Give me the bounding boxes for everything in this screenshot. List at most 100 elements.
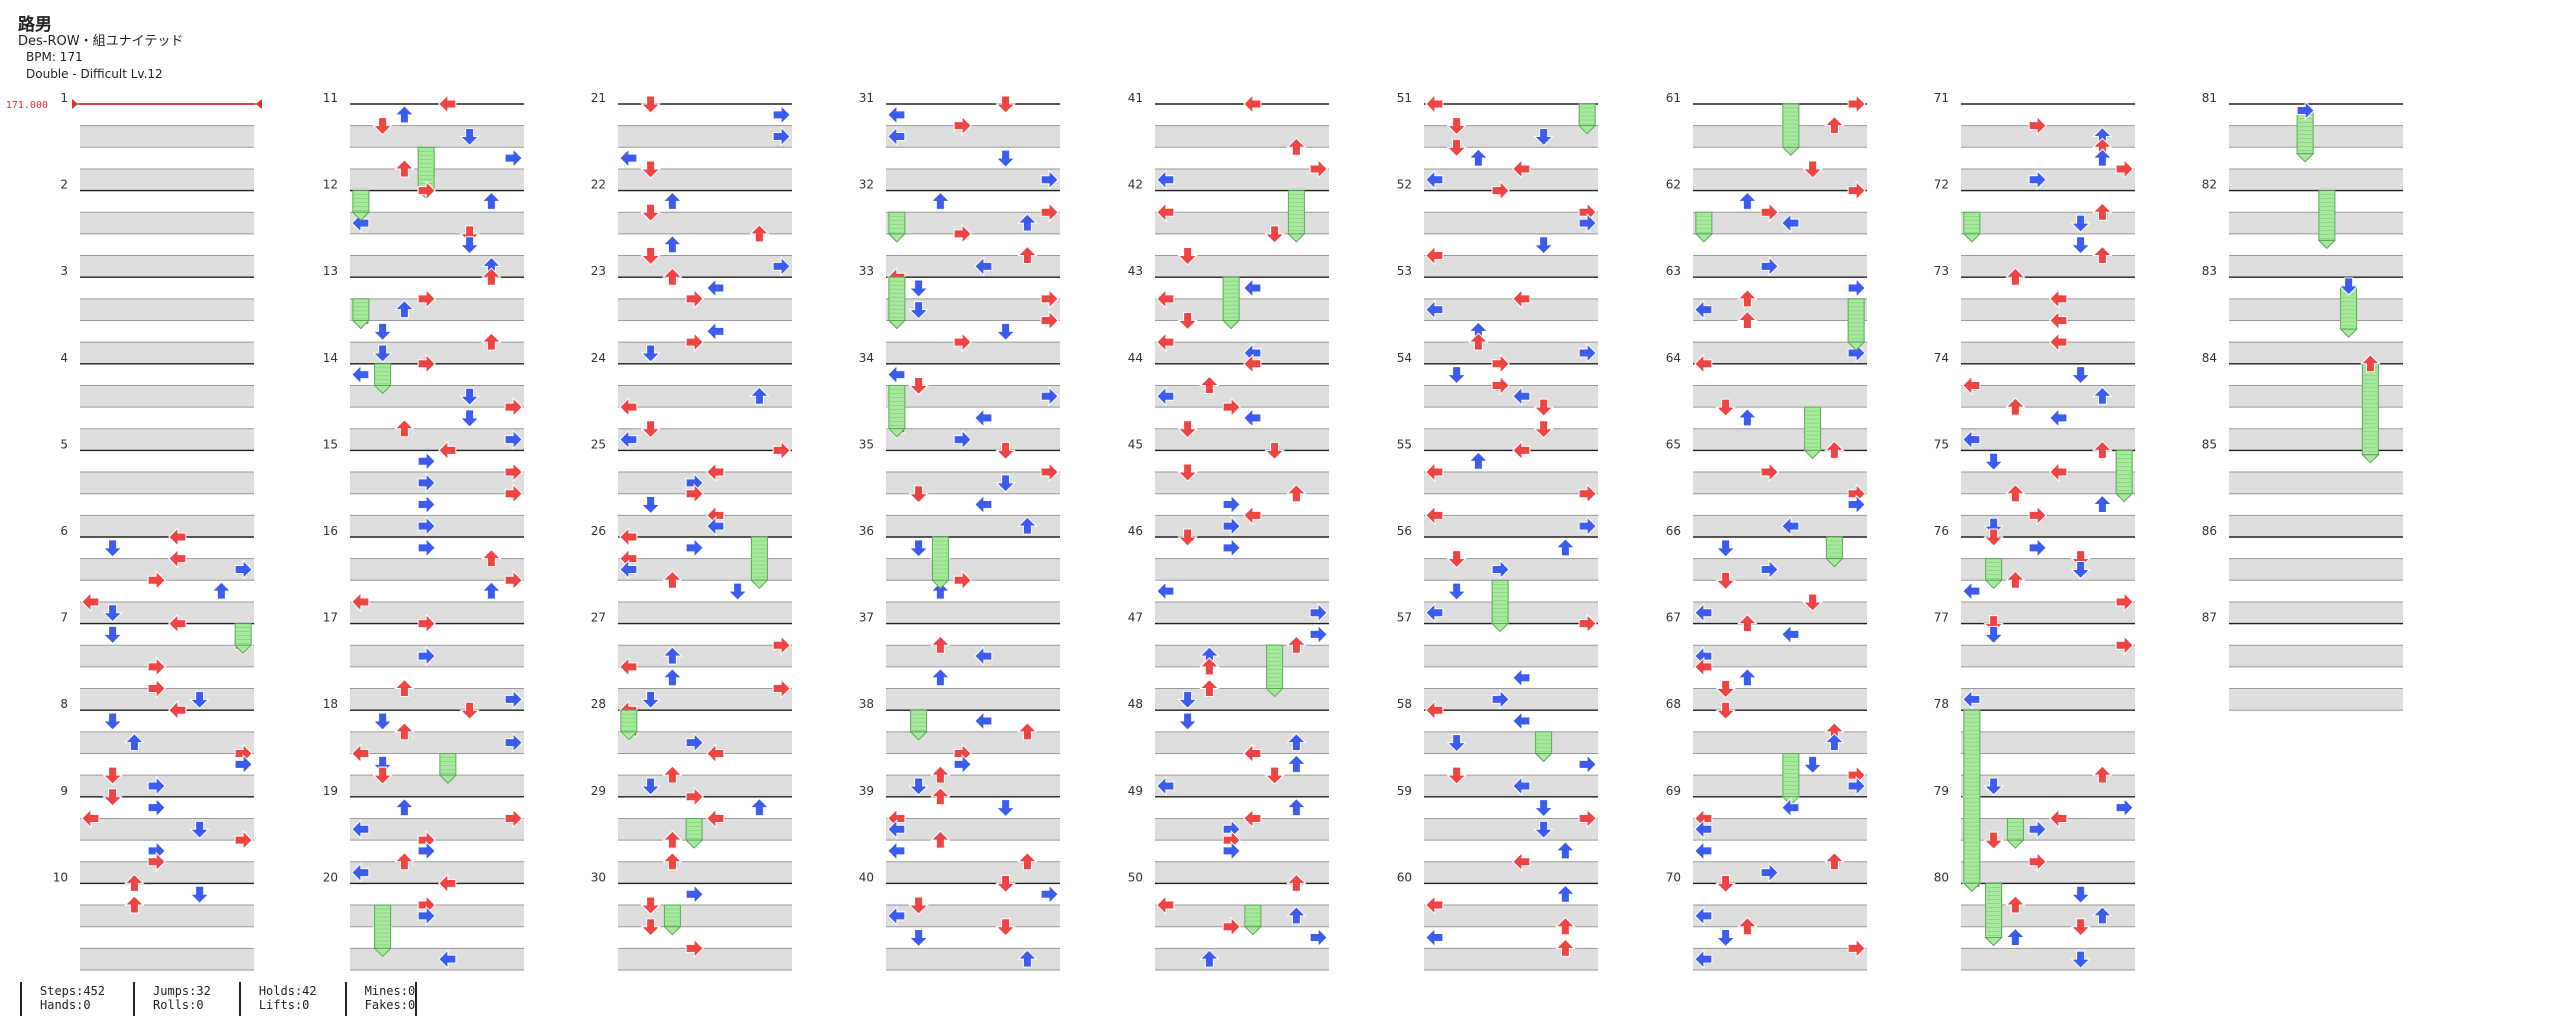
- measure-number: 66: [1666, 524, 1681, 538]
- step-arrow: [168, 548, 187, 569]
- step-arrow: [1468, 332, 1489, 351]
- step-arrow: [1446, 766, 1467, 785]
- step-arrow: [102, 604, 123, 623]
- stat-hands: Hands:0: [40, 998, 91, 1012]
- step-arrow: [504, 483, 523, 504]
- beat-stripe: [1961, 125, 2135, 148]
- step-arrow: [640, 160, 661, 179]
- beat-stripe: [1155, 775, 1329, 797]
- beat-stripe: [1155, 428, 1329, 451]
- step-arrow: [1512, 775, 1531, 797]
- step-arrow: [1760, 862, 1779, 883]
- step-arrow: [2005, 267, 2026, 286]
- beat-stripe: [350, 255, 524, 278]
- measure-number: 76: [1934, 524, 1949, 538]
- hold-note: [1243, 904, 1263, 936]
- step-arrow: [1802, 160, 1823, 179]
- step-arrow: [749, 386, 770, 405]
- beat-stripe: [1693, 515, 1867, 537]
- step-arrow: [372, 712, 393, 731]
- step-arrow: [394, 722, 415, 741]
- beat-stripe: [1424, 385, 1598, 408]
- beat-stripe: [1961, 818, 2135, 841]
- step-arrow: [1533, 799, 1554, 818]
- step-arrow: [1802, 755, 1823, 775]
- step-arrow: [685, 884, 704, 905]
- beat-stripe: [618, 342, 792, 364]
- step-arrow: [1040, 386, 1059, 407]
- step-arrow: [2070, 918, 2091, 937]
- step-arrow: [1199, 949, 1220, 968]
- step-arrow: [887, 104, 906, 126]
- beat-stripe: [80, 255, 254, 278]
- step-arrow: [417, 451, 436, 472]
- step-arrow: [1781, 515, 1800, 537]
- beat-stripe: [350, 385, 524, 408]
- beat-stripe: [1693, 731, 1867, 754]
- beat-stripe: [2229, 688, 2403, 711]
- step-arrow: [504, 396, 523, 418]
- step-arrow: [908, 301, 929, 320]
- measure-number: 77: [1934, 611, 1949, 625]
- step-arrow: [1983, 528, 2004, 547]
- beat-stripe: [1693, 212, 1867, 234]
- step-arrow: [1017, 722, 1038, 741]
- measure-number: 57: [1397, 611, 1412, 625]
- measure-number: 68: [1666, 697, 1681, 711]
- step-arrow: [1156, 331, 1175, 353]
- beat-stripe: [2229, 645, 2403, 667]
- step-arrow: [1578, 342, 1597, 364]
- hold-note: [2006, 817, 2025, 849]
- step-arrow: [640, 344, 661, 363]
- beat-stripe: [1693, 255, 1867, 278]
- step-arrow: [1156, 386, 1175, 407]
- beat-stripe: [2229, 168, 2403, 191]
- beat-stripe: [1693, 688, 1867, 711]
- step-arrow: [1309, 602, 1328, 623]
- beat-stripe: [80, 645, 254, 667]
- step-arrow: [504, 147, 523, 169]
- step-arrow: [2115, 591, 2134, 613]
- step-arrow: [772, 126, 791, 147]
- step-arrow: [124, 895, 145, 914]
- step-arrow: [995, 322, 1016, 342]
- beat-stripe: [350, 731, 524, 754]
- beat-stripe: [886, 212, 1060, 234]
- step-arrow: [619, 559, 638, 580]
- step-arrow: [1824, 732, 1845, 752]
- step-arrow: [147, 678, 166, 699]
- measure-number: 61: [1666, 91, 1681, 105]
- step-arrow: [1491, 180, 1510, 201]
- step-arrow: [1222, 494, 1241, 515]
- hold-note: [2295, 109, 2315, 163]
- beat-stripe: [1961, 168, 2135, 191]
- beat-stripe: [618, 775, 792, 797]
- hold-note: [1781, 103, 1801, 157]
- step-arrow: [1962, 689, 1981, 710]
- step-arrow: [1264, 766, 1285, 785]
- step-arrow: [438, 873, 457, 894]
- step-arrow: [1017, 516, 1038, 535]
- step-arrow: [662, 570, 683, 589]
- measure-number: 74: [1934, 351, 1949, 365]
- step-arrow: [619, 656, 638, 678]
- step-arrow: [1781, 212, 1800, 234]
- step-arrow: [1694, 840, 1713, 862]
- measure-number: 42: [1128, 178, 1143, 192]
- step-arrow: [1222, 916, 1241, 937]
- step-arrow: [1512, 386, 1531, 407]
- measure-number: 53: [1397, 264, 1412, 278]
- measure-number: 80: [1934, 870, 1949, 884]
- beat-stripe: [1155, 385, 1329, 408]
- step-arrow: [1694, 819, 1713, 840]
- step-arrow: [1512, 440, 1531, 461]
- stat-jumps: Jumps:32: [153, 984, 211, 998]
- step-arrow: [504, 429, 523, 450]
- beat-stripe: [1961, 385, 2135, 408]
- step-arrow: [953, 570, 972, 591]
- beat-stripe: [2229, 212, 2403, 234]
- step-arrow: [908, 485, 929, 504]
- step-arrow: [1533, 820, 1554, 839]
- beat-stripe: [350, 861, 524, 884]
- step-arrow: [1222, 515, 1241, 537]
